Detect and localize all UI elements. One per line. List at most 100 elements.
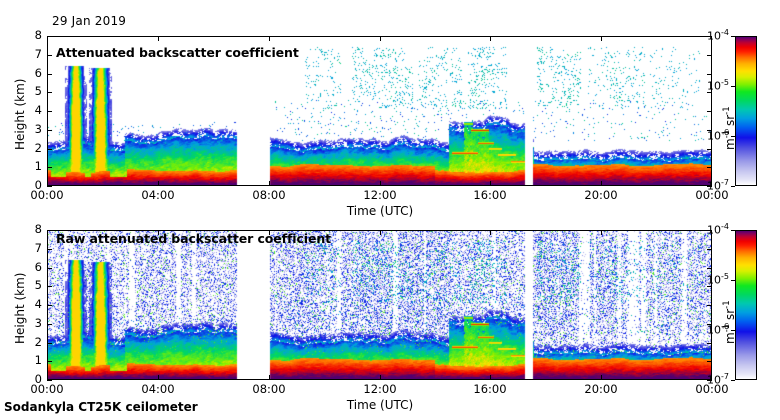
xtick-label-0-3: 12:00 — [363, 188, 397, 202]
plot-area-attenuated-backscatter[interactable] — [47, 36, 712, 186]
ytick-mark-right-1-1 — [707, 361, 712, 362]
ytick-label-0-3: 3 — [34, 122, 42, 136]
colorbar-tick-mark-0-3 — [731, 186, 735, 187]
ytick-mark-right-0-3 — [707, 130, 712, 131]
xtick-mark-top-0-1 — [158, 36, 159, 41]
xtick-mark-0-3 — [380, 181, 381, 186]
ytick-mark-right-1-8 — [707, 230, 712, 231]
ytick-mark-1-8 — [47, 230, 52, 231]
xtick-mark-top-1-6 — [711, 230, 712, 235]
xtick-label-1-1: 04:00 — [141, 382, 175, 396]
xaxis-title-top: Time (UTC) — [346, 204, 414, 218]
colorbar-top — [735, 36, 757, 186]
ytick-label-0-7: 7 — [34, 47, 42, 61]
colorbar-tick-1-3: 10-7 — [707, 372, 729, 387]
ytick-mark-0-8 — [47, 36, 52, 37]
ytick-mark-1-4 — [47, 305, 52, 306]
colorbar-tick-0-3: 10-7 — [707, 178, 729, 193]
xtick-mark-1-5 — [601, 375, 602, 380]
ytick-label-0-4: 4 — [34, 103, 42, 117]
xtick-mark-0-6 — [711, 181, 712, 186]
colorbar-tick-1-2: 10-6 — [707, 322, 729, 337]
xtick-mark-top-1-4 — [490, 230, 491, 235]
plot-area-raw-backscatter[interactable] — [47, 230, 712, 380]
ytick-label-1-1: 1 — [34, 353, 42, 367]
ytick-mark-right-0-8 — [707, 36, 712, 37]
ytick-mark-0-4 — [47, 111, 52, 112]
xtick-mark-0-1 — [158, 181, 159, 186]
ytick-label-1-6: 6 — [34, 260, 42, 274]
colorbar-tick-1-1: 10-5 — [707, 272, 729, 287]
raw-backscatter-heatmap-canvas — [48, 231, 711, 379]
ytick-label-0-1: 1 — [34, 159, 42, 173]
ytick-mark-right-0-0 — [707, 186, 712, 187]
colorbar-bottom — [735, 230, 757, 380]
xtick-mark-0-4 — [490, 181, 491, 186]
ytick-mark-right-1-4 — [707, 305, 712, 306]
xtick-label-1-2: 08:00 — [252, 382, 286, 396]
xtick-mark-0-2 — [269, 181, 270, 186]
ytick-label-1-7: 7 — [34, 241, 42, 255]
ytick-mark-right-1-5 — [707, 286, 712, 287]
ytick-mark-0-2 — [47, 149, 52, 150]
xtick-mark-0-0 — [47, 181, 48, 186]
xtick-mark-1-3 — [380, 375, 381, 380]
ytick-mark-right-0-1 — [707, 167, 712, 168]
colorbar-tick-0-2: 10-6 — [707, 128, 729, 143]
xtick-label-0-0: 00:00 — [30, 188, 64, 202]
ytick-label-1-8: 8 — [34, 222, 42, 236]
ytick-mark-1-1 — [47, 361, 52, 362]
xtick-mark-1-6 — [711, 375, 712, 380]
ytick-mark-right-0-5 — [707, 92, 712, 93]
panel-title-attenuated: Attenuated backscatter coefficient — [56, 45, 299, 60]
ytick-mark-0-0 — [47, 186, 52, 187]
colorbar-tick-mark-1-3 — [731, 380, 735, 381]
xtick-mark-top-0-0 — [47, 36, 48, 41]
colorbar-tick-mark-1-0 — [731, 230, 735, 231]
ytick-mark-right-1-6 — [707, 268, 712, 269]
ytick-mark-1-5 — [47, 286, 52, 287]
xtick-label-0-1: 04:00 — [141, 188, 175, 202]
ytick-label-1-5: 5 — [34, 278, 42, 292]
xtick-mark-top-0-2 — [269, 36, 270, 41]
ytick-mark-0-1 — [47, 167, 52, 168]
colorbar-tick-0-1: 10-5 — [707, 78, 729, 93]
xtick-label-0-2: 08:00 — [252, 188, 286, 202]
ytick-mark-0-3 — [47, 130, 52, 131]
xtick-mark-top-1-0 — [47, 230, 48, 235]
colorbar-tick-mark-1-2 — [731, 330, 735, 331]
colorbar-tick-1-0: 10-4 — [707, 222, 729, 237]
ytick-mark-0-7 — [47, 55, 52, 56]
ytick-mark-1-2 — [47, 343, 52, 344]
xtick-label-1-4: 16:00 — [473, 382, 507, 396]
ytick-label-0-8: 8 — [34, 28, 42, 42]
colorbar-tick-mark-0-1 — [731, 86, 735, 87]
ytick-mark-1-7 — [47, 249, 52, 250]
ytick-label-1-0: 0 — [34, 372, 42, 386]
xtick-label-1-5: 20:00 — [584, 382, 618, 396]
xtick-mark-1-1 — [158, 375, 159, 380]
xtick-label-0-4: 16:00 — [473, 188, 507, 202]
ytick-mark-right-0-6 — [707, 74, 712, 75]
backscatter-heatmap-canvas — [48, 37, 711, 185]
xtick-label-1-3: 12:00 — [363, 382, 397, 396]
ytick-mark-1-3 — [47, 324, 52, 325]
xtick-mark-0-5 — [601, 181, 602, 186]
xtick-mark-top-0-6 — [711, 36, 712, 41]
ytick-label-0-6: 6 — [34, 66, 42, 80]
ytick-mark-1-0 — [47, 380, 52, 381]
ytick-label-1-2: 2 — [34, 335, 42, 349]
colorbar-tick-0-0: 10-4 — [707, 28, 729, 43]
ytick-label-0-0: 0 — [34, 178, 42, 192]
ytick-mark-1-6 — [47, 268, 52, 269]
ytick-mark-right-0-2 — [707, 149, 712, 150]
xtick-label-0-6: 00:00 — [695, 188, 729, 202]
ytick-mark-right-0-7 — [707, 55, 712, 56]
xtick-mark-top-1-3 — [380, 230, 381, 235]
xtick-label-0-5: 20:00 — [584, 188, 618, 202]
ytick-label-1-3: 3 — [34, 316, 42, 330]
xtick-mark-1-2 — [269, 375, 270, 380]
ytick-mark-right-0-4 — [707, 111, 712, 112]
colorbar-tick-mark-1-1 — [731, 280, 735, 281]
